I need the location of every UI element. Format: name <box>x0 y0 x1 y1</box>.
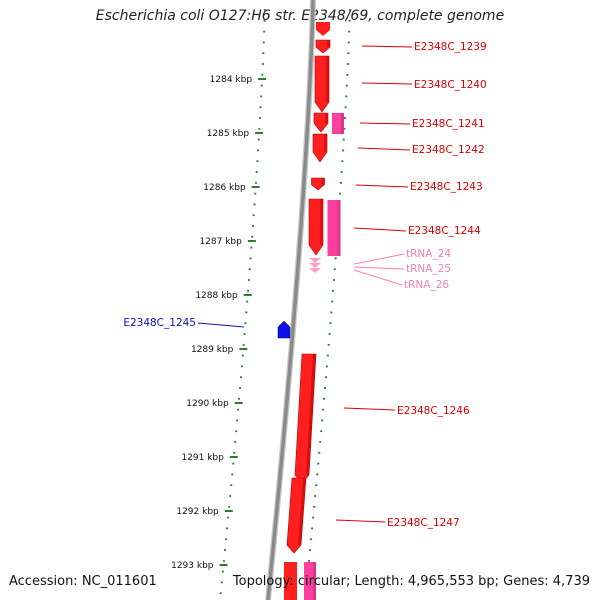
gene-e2348c-1240 <box>314 55 330 113</box>
pseudo-bottom-shade <box>313 562 316 600</box>
kbp-tick-label: 1289 kbp <box>191 345 234 355</box>
leader-line <box>353 227 407 232</box>
gene-partial-top <box>316 22 330 36</box>
gene-e2348c-1239-shade <box>327 40 330 48</box>
kbp-tick-label: 1284 kbp <box>210 75 253 85</box>
leader-line <box>355 184 409 188</box>
gene-e2348c-1241-shade <box>325 113 328 124</box>
leader-line <box>197 322 245 328</box>
backbone-line <box>266 0 315 600</box>
gene-label: E2348C_1242 <box>412 144 485 156</box>
gene-e2348c-1239 <box>315 39 331 54</box>
pseudo-e2348c-1241-shade <box>341 113 344 134</box>
trna-24 <box>309 258 321 263</box>
gene-e2348c-1246-shade <box>306 354 316 475</box>
gene-e2348c-1241 <box>313 112 329 133</box>
gene-e2348c-1247-shade <box>298 478 306 545</box>
pseudo-e2348c-1244 <box>327 200 341 256</box>
kbp-tick-label: 1293 kbp <box>171 561 214 571</box>
leader-line <box>353 266 405 270</box>
leader-line <box>359 122 411 125</box>
label-leaders <box>197 45 413 523</box>
gene-e2348c-1244-shade <box>320 199 323 245</box>
kbp-scale: 1284 kbp 1285 kbp 1286 kbp 1287 kbp 1288 kbp… <box>171 75 267 571</box>
gene-e2348c-1243-shade <box>321 178 325 185</box>
gene-partial-bottom <box>284 562 297 600</box>
feature-labels: E2348C_1239 E2348C_1240 E2348C_1241 E2348C_… <box>123 41 486 529</box>
kbp-tick-label: 1290 kbp <box>186 399 229 409</box>
kbp-tick-label: 1286 kbp <box>203 183 246 193</box>
trna-25 <box>309 263 321 268</box>
genome-backbone <box>265 0 316 600</box>
leader-line <box>353 253 405 265</box>
gene-label: E2348C_1244 <box>408 225 481 237</box>
gene-e2348c-1244 <box>308 198 324 256</box>
gene-label: E2348C_1245 <box>123 317 196 329</box>
map-title: Escherichia coli O127:H6 str. E2348/69, … <box>95 8 505 24</box>
leader-line <box>335 519 386 523</box>
gene-label: E2348C_1241 <box>412 118 485 130</box>
leader-line <box>353 269 403 286</box>
genome-stats-label: Topology: circular; Length: 4,965,553 bp… <box>232 574 590 589</box>
gene-label: E2348C_1247 <box>387 517 460 529</box>
gene-label: tRNA_26 <box>404 279 449 291</box>
gene-label: E2348C_1239 <box>414 41 487 53</box>
kbp-tick-label: 1292 kbp <box>176 507 219 517</box>
leader-line <box>343 407 396 411</box>
feature-track <box>277 22 344 600</box>
gene-e2348c-1245 <box>277 320 291 339</box>
gene-label: E2348C_1243 <box>410 181 483 193</box>
gene-e2348c-1243 <box>311 177 325 191</box>
kbp-tick-label: 1288 kbp <box>195 291 238 301</box>
gene-label: tRNA_24 <box>406 248 451 260</box>
gene-label: tRNA_25 <box>406 263 451 275</box>
gene-e2348c-1242 <box>312 133 328 163</box>
gene-e2348c-1240-shade <box>326 56 329 102</box>
leader-line <box>357 147 411 151</box>
kbp-tick-label: 1285 kbp <box>207 129 250 139</box>
trna-26 <box>309 268 321 273</box>
leader-line <box>361 82 413 85</box>
gene-label: E2348C_1240 <box>414 79 487 91</box>
gene-e2348c-1242-shade <box>324 134 327 152</box>
outer-dotted-track <box>219 9 266 595</box>
leader-line <box>361 45 413 48</box>
kbp-tick-label: 1291 kbp <box>181 453 224 463</box>
gene-label: E2348C_1246 <box>397 405 470 417</box>
pseudo-e2348c-1244-shade <box>337 200 341 256</box>
accession-label: Accession: NC_011601 <box>9 574 157 589</box>
kbp-tick-label: 1287 kbp <box>199 237 242 247</box>
